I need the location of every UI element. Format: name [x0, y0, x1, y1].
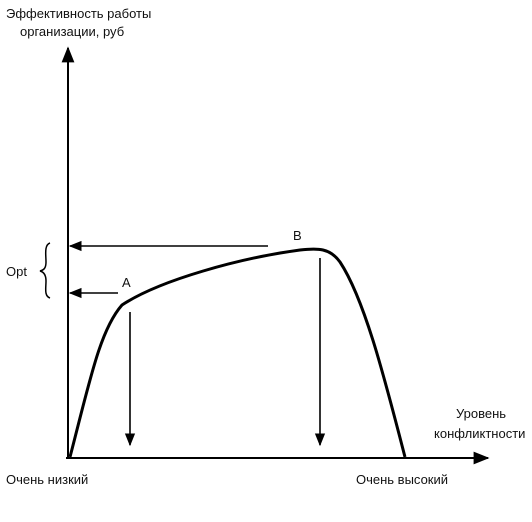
x-axis-label: конфликтности — [434, 426, 525, 441]
y-axis-label: Эффективность работы — [6, 6, 151, 21]
point-label: B — [293, 228, 302, 243]
efficiency-curve — [68, 247, 407, 458]
x-low-label: Очень низкий — [6, 472, 88, 487]
x-high-label: Очень высокий — [356, 472, 448, 487]
opt-label: Opt — [6, 264, 27, 279]
opt-brace — [39, 242, 51, 299]
y-axis-label: организации, руб — [20, 24, 124, 39]
point-label: A — [122, 275, 131, 290]
x-axis-label: Уровень — [456, 406, 506, 421]
